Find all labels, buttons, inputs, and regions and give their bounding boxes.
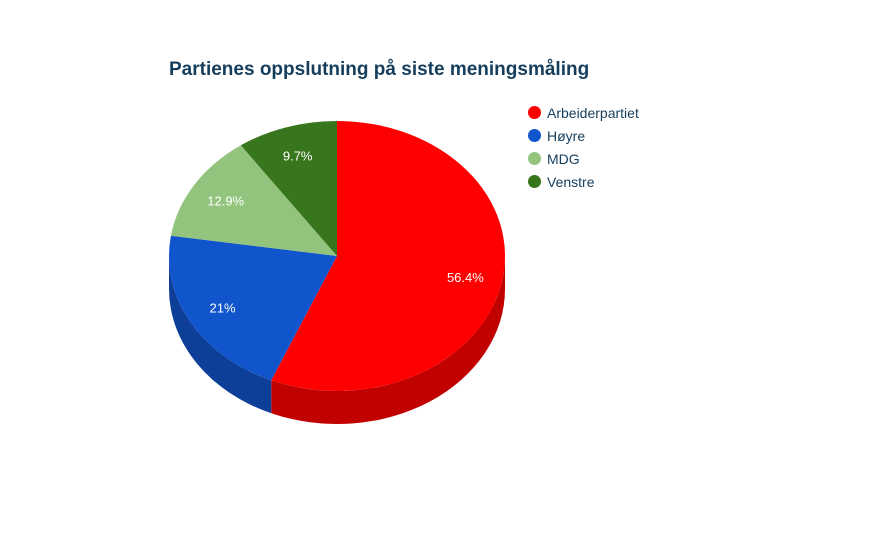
legend-label: Venstre [547, 173, 595, 190]
pie-slices [168, 121, 506, 391]
legend-swatch-icon [528, 129, 541, 142]
legend-label: MDG [547, 150, 580, 167]
pie-slice-mdg[interactable] [170, 145, 337, 256]
slice-label-venstre: 9.7% [283, 149, 313, 164]
legend-swatch-icon [528, 106, 541, 119]
legend-item-venstre[interactable]: Venstre [528, 170, 639, 193]
pie-side-arbeiderpartiet [271, 256, 505, 424]
legend-label: Arbeiderpartiet [547, 104, 639, 121]
legend-item-mdg[interactable]: MDG [528, 147, 639, 170]
pie-slice-h-yre[interactable] [168, 235, 337, 381]
pie-side-h-yre [169, 256, 272, 414]
chart-title: Partienes oppslutning på siste meningsmå… [169, 59, 590, 80]
pie-slice-venstre[interactable] [240, 121, 337, 256]
legend-item-arbeiderpartiet[interactable]: Arbeiderpartiet [528, 101, 639, 124]
pie-slice-arbeiderpartiet[interactable] [271, 121, 506, 391]
slice-label-mdg: 12.9% [207, 193, 244, 208]
pie-sides [169, 256, 505, 424]
slice-label-h-yre: 21% [210, 300, 236, 315]
legend-label: Høyre [547, 127, 586, 144]
legend-swatch-icon [528, 175, 541, 188]
slice-label-arbeiderpartiet: 56.4% [447, 270, 484, 285]
legend-swatch-icon [528, 152, 541, 165]
legend: Arbeiderpartiet Høyre MDG Venstre [528, 101, 639, 193]
slice-labels: 56.4% 21% 12.9% 9.7% [207, 149, 484, 316]
legend-item-h-yre[interactable]: Høyre [528, 124, 639, 147]
